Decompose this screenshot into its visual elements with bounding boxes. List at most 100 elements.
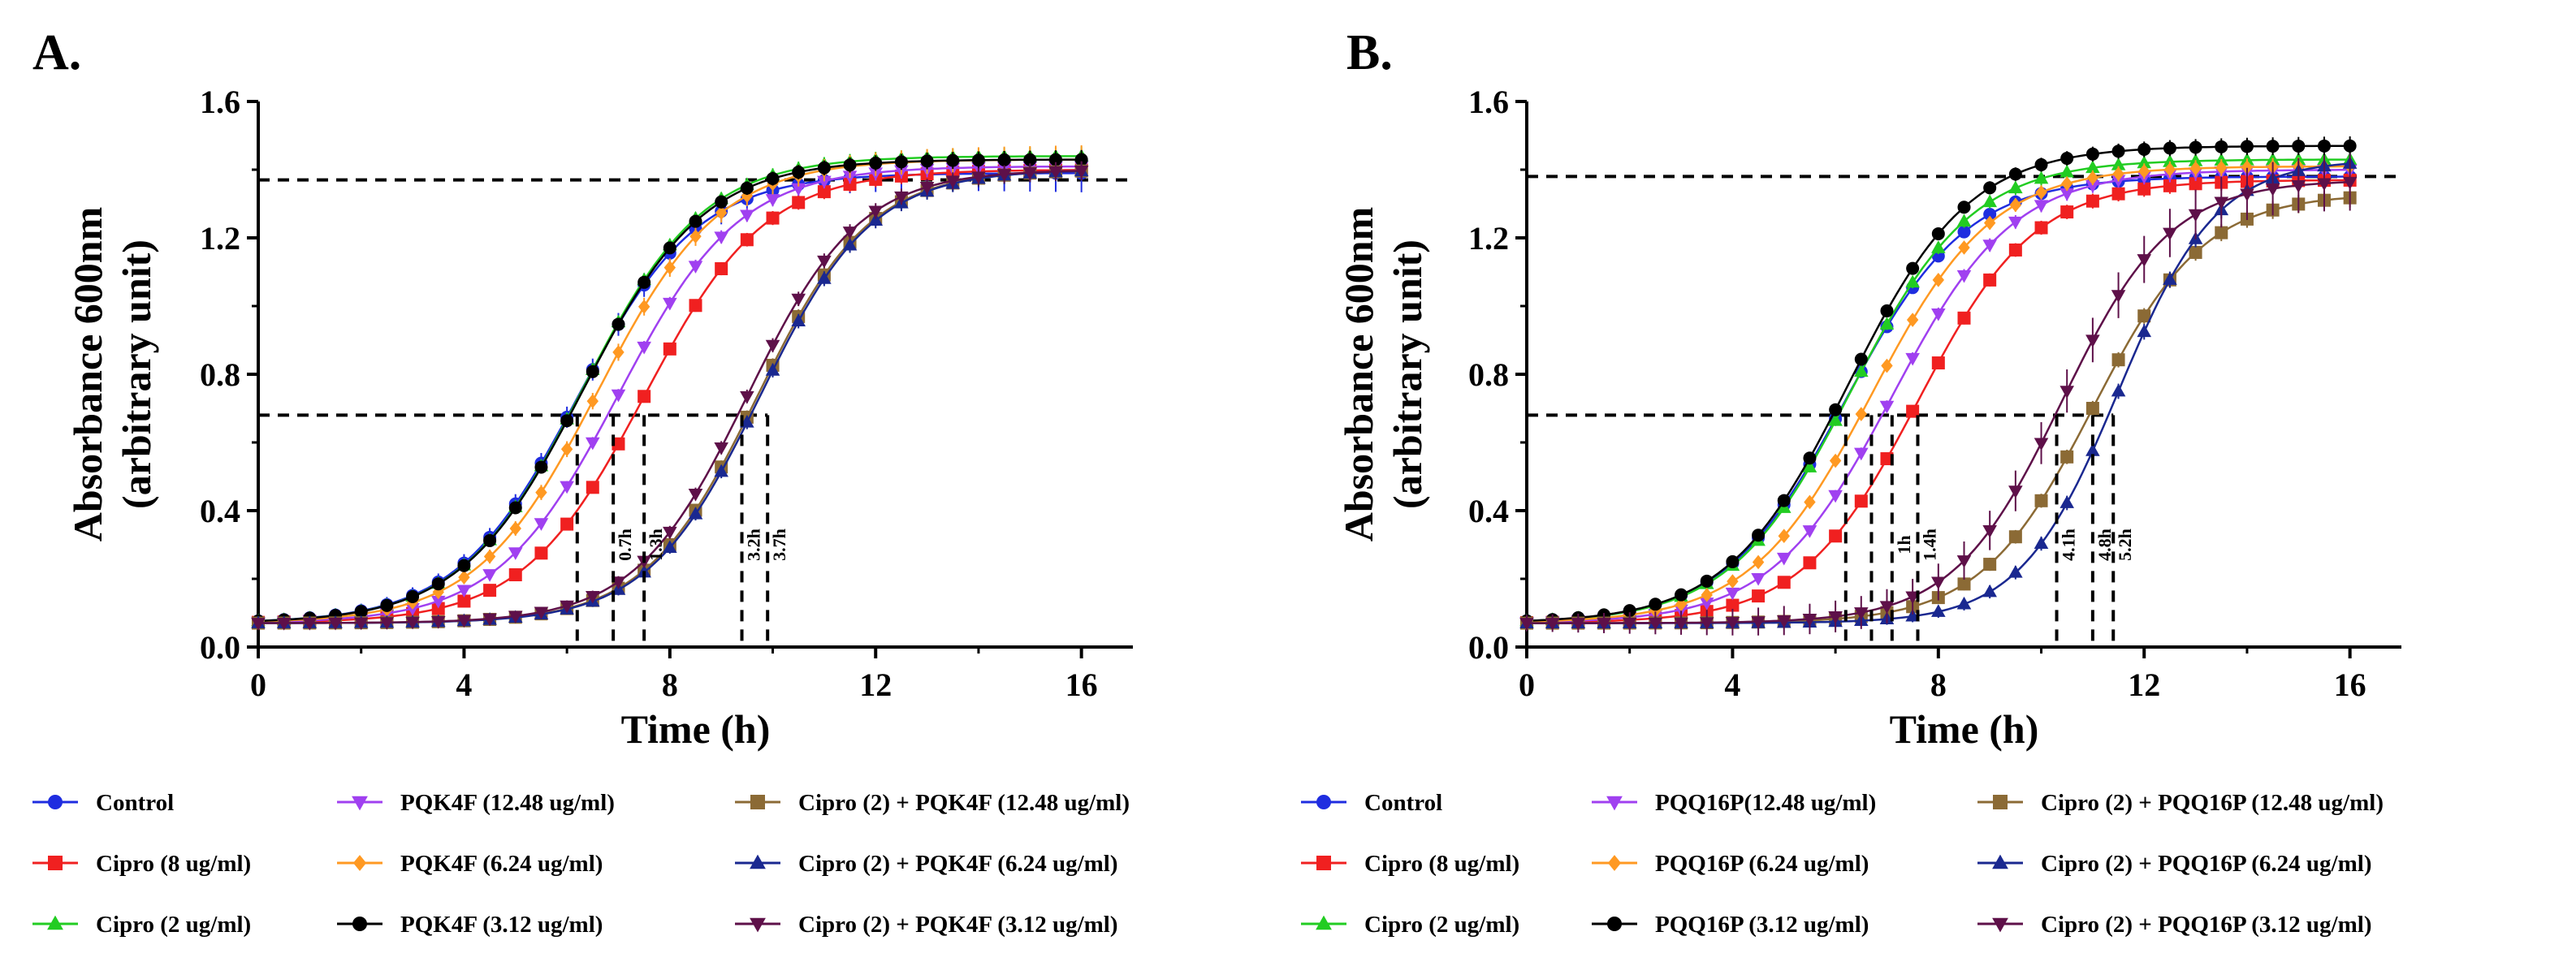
legend-item: PQQ16P (6.24 ug/ml) xyxy=(1592,851,1869,877)
data-point xyxy=(508,568,522,582)
y-tick-label: 1.2 xyxy=(1468,220,1509,257)
data-point xyxy=(1828,413,1843,426)
data-point xyxy=(2317,139,2331,153)
data-point xyxy=(2085,194,2099,208)
data-point xyxy=(740,209,754,223)
curves xyxy=(1519,136,2358,636)
y-axis-subtitle: (arbitrary unit) xyxy=(1385,239,1430,509)
data-point xyxy=(740,233,754,247)
legend-label: Cipro (2) + PQQ16P (12.48 ug/ml) xyxy=(2041,790,2384,816)
data-point xyxy=(430,615,446,629)
data-point xyxy=(1879,317,1895,330)
lag-label: 4.8h xyxy=(2094,528,2115,561)
data-point xyxy=(817,255,832,269)
legend-marker xyxy=(352,796,368,811)
data-point xyxy=(1983,181,1997,195)
x-axis-title: Time (h) xyxy=(621,706,771,752)
data-point xyxy=(509,521,521,536)
data-point xyxy=(1699,617,1714,631)
legend-label: Cipro (8 ug/ml) xyxy=(1364,851,1519,877)
data-point xyxy=(1958,240,1970,255)
legend-item: Cipro (2 ug/ml) xyxy=(32,912,251,938)
data-point xyxy=(2060,495,2075,508)
legend-marker xyxy=(1316,795,1331,809)
data-point xyxy=(1931,576,1946,590)
data-point xyxy=(2085,443,2100,456)
data-point xyxy=(1022,167,1038,180)
data-point xyxy=(1519,618,1534,631)
data-point xyxy=(2060,386,2075,399)
x-tick-label: 12 xyxy=(859,667,892,703)
data-point xyxy=(2138,164,2150,179)
data-point xyxy=(791,313,806,326)
data-point xyxy=(1674,617,1688,631)
data-point xyxy=(1983,558,1997,572)
data-point xyxy=(765,194,780,207)
data-point xyxy=(2034,200,2049,213)
data-point xyxy=(1931,240,1946,253)
data-point xyxy=(1828,490,1843,503)
data-point xyxy=(843,158,857,172)
data-point xyxy=(2137,324,2152,338)
legend-marker xyxy=(352,917,367,931)
data-point xyxy=(405,616,420,630)
legend-label: PQK4F (12.48 ug/ml) xyxy=(400,790,615,816)
data-point xyxy=(1803,556,1817,570)
legend-item: Cipro (2) + PQK4F (6.24 ug/ml) xyxy=(735,851,1118,877)
data-point xyxy=(2060,450,2074,464)
x-tick-label: 4 xyxy=(456,667,472,703)
data-point xyxy=(482,569,497,582)
legend-item: PQK4F (12.48 ug/ml) xyxy=(337,790,615,816)
data-point xyxy=(740,181,754,195)
data-point xyxy=(534,546,548,560)
data-point xyxy=(2008,565,2023,578)
series-7 xyxy=(251,162,1089,628)
data-point xyxy=(842,237,858,251)
data-point xyxy=(1956,270,1972,283)
data-point xyxy=(1802,614,1817,627)
data-point xyxy=(869,156,883,170)
data-point xyxy=(406,590,420,604)
data-point xyxy=(1777,494,1791,507)
data-point xyxy=(2240,188,2254,202)
data-point xyxy=(585,437,600,451)
legend-label: Control xyxy=(1364,790,1442,816)
data-point xyxy=(817,161,831,175)
data-point xyxy=(2034,494,2048,507)
data-point xyxy=(817,175,832,189)
x-tick-label: 16 xyxy=(2334,667,2366,703)
data-point xyxy=(2085,402,2099,415)
data-point xyxy=(1023,153,1037,166)
data-point xyxy=(1829,403,1843,416)
data-point xyxy=(1778,528,1790,544)
legend-label: Cipro (2) + PQK4F (6.24 ug/ml) xyxy=(798,851,1118,877)
data-point xyxy=(1048,153,1062,166)
data-point xyxy=(1776,615,1792,628)
legend-marker xyxy=(1992,917,2008,933)
x-tick-label: 8 xyxy=(662,667,678,703)
legend-label: Cipro (2) + PQK4F (12.48 ug/ml) xyxy=(798,790,1130,816)
data-point xyxy=(1956,214,1972,227)
data-point xyxy=(766,211,780,225)
legend-item: PQK4F (6.24 ug/ml) xyxy=(337,851,603,877)
data-point xyxy=(715,261,728,275)
legend-item: PQK4F (3.12 ug/ml) xyxy=(337,912,603,938)
data-point xyxy=(894,191,909,205)
data-point xyxy=(1752,528,1766,542)
lag-label: 3.7h xyxy=(769,528,789,561)
data-point xyxy=(2035,185,2047,200)
data-point xyxy=(1854,352,1868,366)
data-point xyxy=(2034,536,2049,550)
data-point xyxy=(508,610,523,624)
legend-item: Cipro (8 ug/ml) xyxy=(1301,851,1519,877)
data-point xyxy=(1879,400,1895,414)
data-point xyxy=(637,341,651,355)
panel-b: B. 0.0 0.4 0.8 1.2 1.6 0 4 8 12 16 Time (h) Absorban… xyxy=(1336,25,2401,752)
data-point xyxy=(2215,226,2228,239)
data-point xyxy=(1956,596,1972,610)
data-point xyxy=(1957,225,1971,239)
data-point xyxy=(920,154,934,168)
data-point xyxy=(560,442,573,457)
data-point xyxy=(688,507,703,520)
